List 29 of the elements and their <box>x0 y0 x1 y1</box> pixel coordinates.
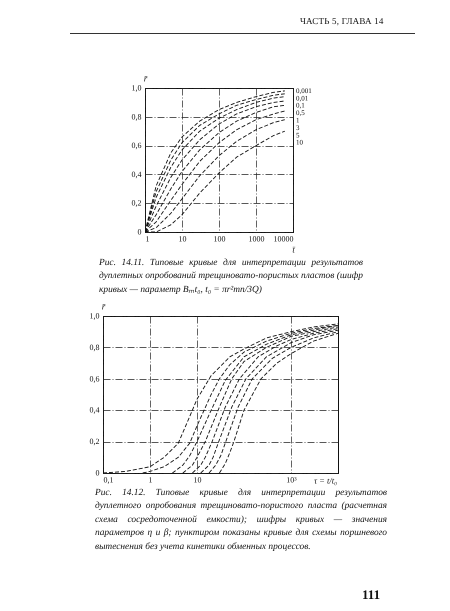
y-tick-label: 0,8 <box>90 342 100 352</box>
x-tick-label: 10 <box>178 234 186 244</box>
y-axis-title: r̄ <box>102 302 106 312</box>
y-tick-label: 0,2 <box>132 198 142 208</box>
y-tick-label: 0 <box>96 468 100 478</box>
x-tick-label: 10³ <box>286 476 298 484</box>
y-tick-label: 0,2 <box>90 437 100 446</box>
y-tick-label: 1,0 <box>132 84 142 92</box>
text: ЧАСТЬ 5, ГЛАВА 14 <box>300 16 384 26</box>
text: Рис. 14.11. Типовые кривые для интерпретации результатов дуплетных опробований трещиновато-пористых пластов (шифр кривых — параметр Bₘt₀, t₀ = πr²mn/3Q) <box>99 257 363 297</box>
x-tick-label: 1 <box>148 476 152 484</box>
x-axis-title: τ = t/t₀ <box>314 476 338 486</box>
y-tick-label: 0,4 <box>90 406 100 415</box>
x-tick-label: 100 <box>214 234 226 244</box>
text: 111 <box>362 587 380 603</box>
x-tick-label: 10000 <box>274 234 294 244</box>
y-tick-label: 0,8 <box>132 112 142 122</box>
y-tick-label: 0 <box>138 228 142 236</box>
y-tick-label: 1,0 <box>90 312 100 320</box>
x-tick-label: 0,1 <box>104 476 114 484</box>
y-axis-title: r̄ <box>144 74 148 84</box>
x-tick-label: 1000 <box>248 234 264 244</box>
y-tick-label: 0,6 <box>132 141 142 150</box>
y-tick-label: 0,6 <box>90 374 100 384</box>
y-tick-label: 0,4 <box>132 170 142 179</box>
x-tick-label: 1 <box>146 234 150 244</box>
x-axis-title: t̄ <box>292 244 296 254</box>
x-tick-label: 10 <box>194 476 202 484</box>
text: Рис. 14.12. Типовые кривые для интерпретации результатов дуплетного опробования трещиновато-пористого пласта (расчетная схема сосредоточенной емкости); шифры кривых — значения параметров η и β; пунктиром показаны кривые для схемы поршневого вытеснения без учета кинетики обменных процессов. <box>95 487 387 554</box>
